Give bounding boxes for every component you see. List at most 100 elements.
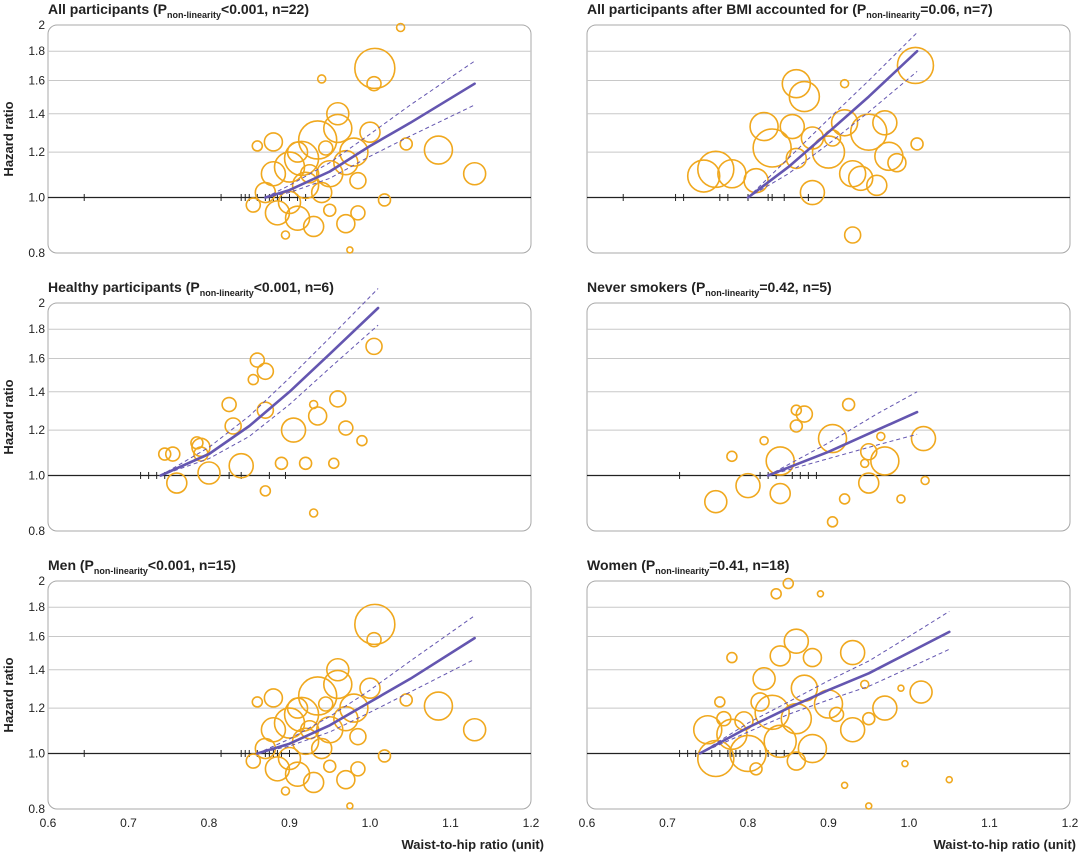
study-bubble xyxy=(366,75,382,92)
study-bubble xyxy=(224,417,242,435)
study-bubble xyxy=(328,390,347,408)
study-bubble xyxy=(308,399,319,410)
study-bubble xyxy=(462,161,487,186)
x-tick-label: 1.2 xyxy=(1062,816,1079,830)
study-bubble xyxy=(245,753,262,769)
study-bubble xyxy=(377,193,392,207)
study-bubble xyxy=(790,404,803,416)
study-bubble xyxy=(264,200,291,226)
study-bubble xyxy=(395,22,406,33)
study-bubble xyxy=(896,494,906,504)
study-bubble xyxy=(716,710,732,727)
study-bubble xyxy=(752,667,776,691)
study-bubble xyxy=(726,651,738,664)
study-bubble xyxy=(359,121,381,143)
study-bubble xyxy=(322,669,353,700)
x-tick-label: 0.8 xyxy=(740,816,757,830)
study-bubble xyxy=(263,132,284,152)
study-bubble xyxy=(789,419,804,433)
panel-title: Healthy participants (Pnon-linearity<0.0… xyxy=(48,279,334,298)
study-bubble xyxy=(901,759,909,768)
study-bubble xyxy=(354,603,396,646)
study-bubble xyxy=(849,113,888,151)
study-bubble xyxy=(838,493,851,505)
x-tick-label: 0.6 xyxy=(579,816,596,830)
study-bubble xyxy=(462,717,487,742)
panel-title: Never smokers (Pnon-linearity=0.42, n=5) xyxy=(587,279,832,298)
dose-response-curve xyxy=(159,306,380,477)
x-tick-label: 1.0 xyxy=(362,816,379,830)
study-bubble xyxy=(221,396,237,413)
study-bubble xyxy=(164,446,181,462)
study-bubble xyxy=(750,692,770,712)
y-axis-label: Hazard ratio xyxy=(1,657,16,732)
study-bubble xyxy=(317,140,334,156)
plot-area xyxy=(47,580,532,810)
study-bubble xyxy=(826,516,839,528)
study-bubble xyxy=(280,417,307,443)
study-bubble xyxy=(840,781,849,790)
study-bubble xyxy=(284,761,311,788)
y-tick-label: 1.4 xyxy=(28,663,45,677)
y-axis-label: Hazard ratio xyxy=(1,379,16,454)
study-bubble xyxy=(859,442,878,461)
study-bubble xyxy=(887,152,907,173)
study-bubble xyxy=(872,110,898,136)
study-bubble xyxy=(349,171,367,190)
y-tick-label: 2 xyxy=(38,18,45,32)
ci-upper-line xyxy=(747,32,918,198)
study-bubble xyxy=(245,197,262,213)
study-bubble xyxy=(945,775,954,784)
study-bubble xyxy=(280,230,291,240)
y-tick-label: 1.4 xyxy=(28,385,45,399)
study-bubble xyxy=(247,373,260,386)
study-bubble xyxy=(346,246,354,254)
study-bubble xyxy=(839,639,866,666)
study-bubble xyxy=(251,140,264,152)
study-bubble xyxy=(399,137,414,151)
panel-never-smokers: Never smokers (Pnon-linearity=0.42, n=5) xyxy=(586,279,1071,532)
study-bubble xyxy=(377,749,392,763)
panel-title: All participants after BMI accounted for… xyxy=(587,1,993,20)
panel-after-bmi: All participants after BMI accounted for… xyxy=(586,1,1071,254)
panel-title: Women (Pnon-linearity=0.41, n=18) xyxy=(587,557,789,576)
study-bubble xyxy=(299,163,320,184)
study-bubble xyxy=(749,111,779,142)
plot-area xyxy=(586,580,1071,810)
study-bubble xyxy=(423,691,454,721)
study-bubble xyxy=(350,761,366,777)
study-bubble xyxy=(423,135,454,165)
y-tick-label: 1.6 xyxy=(28,630,45,644)
study-bubble xyxy=(354,47,396,90)
study-bubble xyxy=(264,756,291,782)
study-bubble xyxy=(322,203,337,218)
x-tick-label: 1.1 xyxy=(442,816,459,830)
study-bubble xyxy=(302,215,325,238)
panel-men: Men (Pnon-linearity<0.001, n=15) 0.8 1.0 1… xyxy=(28,557,539,830)
y-tick-label: 1.2 xyxy=(28,423,45,437)
study-bubble xyxy=(817,423,848,454)
panel-title: Men (Pnon-linearity<0.001, n=15) xyxy=(48,557,236,576)
y-tick-label: 1.0 xyxy=(28,746,45,760)
study-bubble xyxy=(336,769,356,790)
study-bubble xyxy=(316,74,327,84)
study-bubble xyxy=(686,159,721,193)
y-tick-label: 2 xyxy=(38,574,45,588)
study-bubble xyxy=(920,475,930,486)
study-bubble xyxy=(779,113,806,140)
x-tick-label: 0.7 xyxy=(659,816,676,830)
study-bubble xyxy=(870,446,900,476)
plot-area xyxy=(586,24,1071,254)
y-tick-label: 1.8 xyxy=(28,44,45,58)
study-bubble xyxy=(788,80,821,113)
study-bubble xyxy=(286,697,309,719)
study-bubble xyxy=(366,631,382,648)
study-bubble xyxy=(857,472,880,494)
study-bubble xyxy=(274,456,289,471)
x-tick-label: 1.0 xyxy=(901,816,918,830)
x-tick-label: 0.6 xyxy=(40,816,57,830)
study-bubble xyxy=(865,174,888,197)
study-bubble xyxy=(325,657,350,682)
x-tick-label: 0.7 xyxy=(120,816,137,830)
x-tick-label: 0.9 xyxy=(281,816,298,830)
